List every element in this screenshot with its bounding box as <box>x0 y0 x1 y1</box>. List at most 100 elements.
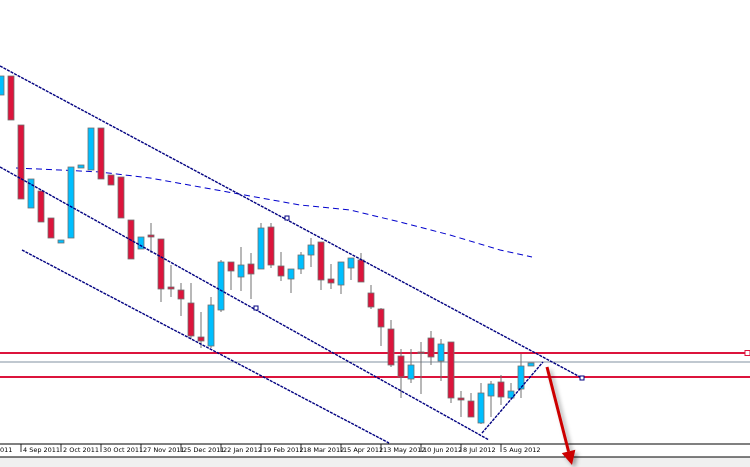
bear-candle-body <box>97 127 105 180</box>
bull-candle-body <box>77 164 85 169</box>
bull-candle-body <box>407 364 415 380</box>
bull-candle-body <box>137 236 145 250</box>
level-handle <box>744 350 750 356</box>
candle <box>187 283 195 339</box>
candle <box>147 223 155 253</box>
bull-candle-body <box>297 254 305 270</box>
bull-candle-body <box>487 383 495 397</box>
candle <box>67 166 75 239</box>
bear-candle-body <box>447 341 455 399</box>
candle <box>397 349 405 398</box>
candle <box>57 239 65 244</box>
candle <box>277 252 285 281</box>
bear-candle-body <box>457 397 465 401</box>
candle <box>267 223 275 268</box>
candle <box>347 257 355 280</box>
down-arrow <box>545 366 576 465</box>
bear-candle-body <box>197 336 205 342</box>
candle <box>457 391 465 417</box>
bear-candle-body <box>387 328 395 366</box>
candle <box>477 383 485 424</box>
candle <box>247 253 255 299</box>
x-tick-label: 25 Dec 2011 <box>183 446 225 454</box>
bull-candle-body <box>507 390 515 399</box>
bull-candle-body <box>237 264 245 278</box>
trendline <box>0 166 490 441</box>
bull-candle-body <box>87 127 95 171</box>
x-tick-label: 4 Sep 2011 <box>23 446 60 454</box>
candle <box>427 331 435 365</box>
bull-candle-body <box>517 365 525 390</box>
bull-candle-body <box>477 392 485 424</box>
candle <box>207 297 215 348</box>
bear-candle-body <box>247 263 255 275</box>
candle <box>117 176 125 219</box>
bear-candle-body <box>327 278 335 284</box>
bull-candle-body <box>307 244 315 256</box>
bear-candle-body <box>467 400 475 418</box>
trendline-handle <box>253 305 259 311</box>
candle <box>227 261 235 290</box>
bear-candle-body <box>167 286 175 290</box>
x-tick-label: 19 Feb 2012 <box>263 446 303 454</box>
x-tick-label: 5 Aug 2012 <box>503 446 541 454</box>
bear-candle-body <box>47 217 55 239</box>
candle <box>87 127 95 171</box>
candle <box>387 320 395 367</box>
bear-candle-body <box>157 238 165 290</box>
bear-candle-body <box>277 265 285 277</box>
candle <box>367 285 375 309</box>
candle <box>217 260 225 312</box>
bear-candle-body <box>317 241 325 281</box>
bear-candle-body <box>377 308 385 328</box>
bear-candle-body <box>107 174 115 186</box>
bull-candle-body <box>207 304 215 347</box>
candle <box>137 236 145 250</box>
candle <box>447 341 455 403</box>
arrow-head-icon <box>561 449 576 465</box>
bear-candle-body <box>417 351 425 354</box>
x-tick-label: 30 Oct 2011 <box>103 446 143 454</box>
bull-candle-body <box>217 261 225 311</box>
candle <box>437 339 445 381</box>
bull-candle-body <box>337 261 345 286</box>
candle <box>47 217 55 239</box>
bull-candle-body <box>257 227 265 270</box>
arrow-shaft <box>545 366 570 452</box>
candle <box>107 174 115 186</box>
candle <box>517 354 525 398</box>
bear-candle-body <box>227 261 235 272</box>
x-tick-label: 27 Nov 2011 <box>143 446 185 454</box>
bear-candle-body <box>177 289 185 300</box>
candle <box>0 75 5 96</box>
bear-candle-body <box>7 75 15 121</box>
bull-candle-body <box>287 268 295 280</box>
moving-average-line <box>15 167 533 258</box>
candle <box>257 223 265 270</box>
candle <box>417 342 425 394</box>
candle <box>527 362 535 367</box>
candle <box>237 247 245 291</box>
bull-candle-body <box>27 178 35 209</box>
bull-candle-body <box>437 343 445 362</box>
bull-candle-body <box>0 75 5 96</box>
candle <box>377 308 385 346</box>
candle <box>307 238 315 267</box>
candle <box>177 283 185 316</box>
bear-candle-body <box>267 226 275 266</box>
bear-candle-body <box>17 124 25 200</box>
bull-candle-body <box>527 362 535 367</box>
bear-candle-body <box>187 302 195 337</box>
candle <box>77 164 85 169</box>
bear-candle-body <box>397 355 405 378</box>
trendline <box>0 65 583 379</box>
x-tick-label: 2 Oct 2011 <box>63 446 99 454</box>
candle <box>197 312 205 348</box>
candle <box>487 381 495 417</box>
candle <box>167 265 175 297</box>
bear-candle-body <box>117 176 125 219</box>
trendline-handle <box>579 375 585 381</box>
candle <box>337 261 345 294</box>
bull-candle-body <box>67 166 75 239</box>
